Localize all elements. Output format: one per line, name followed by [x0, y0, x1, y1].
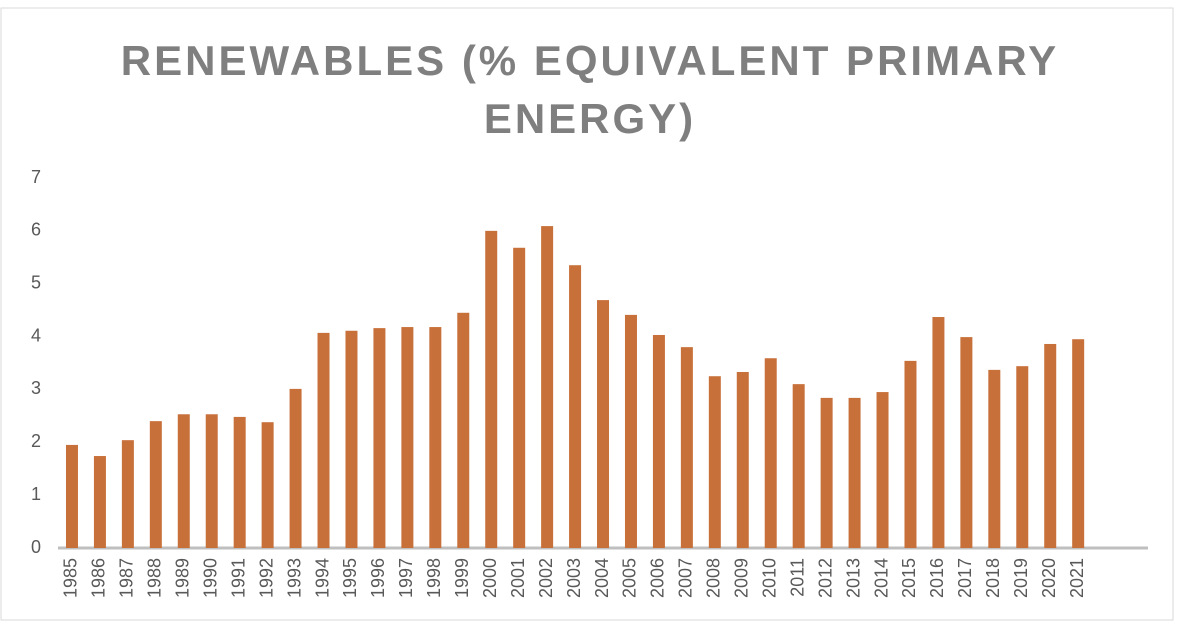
- bar: [1072, 339, 1085, 548]
- bar: [261, 422, 274, 548]
- x-tick-label: 2019: [1011, 558, 1031, 598]
- bar: [764, 358, 777, 548]
- bar: [401, 327, 414, 548]
- x-tick-label: 2021: [1067, 558, 1087, 598]
- bar: [317, 332, 330, 548]
- bar: [65, 444, 78, 548]
- chart-border: [0, 7, 1174, 621]
- x-tick-label: 1997: [396, 558, 416, 598]
- bar: [876, 392, 889, 548]
- x-tick-label: 2010: [759, 558, 779, 598]
- bar: [429, 327, 442, 548]
- x-tick-label: 1992: [256, 558, 276, 598]
- bar: [1044, 343, 1057, 548]
- bar: [121, 440, 134, 548]
- bar: [345, 330, 358, 548]
- bar: [792, 384, 805, 548]
- y-tick-label: 2: [31, 431, 41, 451]
- y-tick-label: 7: [31, 167, 41, 187]
- bar: [708, 376, 721, 548]
- y-tick-label: 5: [31, 272, 41, 292]
- y-tick-label: 4: [31, 325, 41, 345]
- bar: [149, 421, 162, 548]
- x-tick-label: 2003: [564, 558, 584, 598]
- bar: [485, 230, 498, 548]
- bar: [960, 337, 973, 548]
- chart-title: RENEWABLES (% EQUIVALENT PRIMARY ENERGY): [120, 37, 1060, 142]
- bar: [457, 312, 470, 548]
- x-tick-label: 2007: [676, 558, 696, 598]
- y-tick-label: 3: [31, 378, 41, 398]
- bar: [373, 328, 386, 548]
- x-tick-label: 1985: [61, 558, 81, 598]
- x-tick-label: 1990: [200, 558, 220, 598]
- x-tick-label: 2005: [620, 558, 640, 598]
- bar: [1016, 366, 1029, 548]
- x-tick-label: 2018: [983, 558, 1003, 598]
- bar: [205, 414, 218, 548]
- x-tick-label: 2001: [508, 558, 528, 598]
- x-tick-label: 2011: [787, 558, 807, 597]
- x-tick-label: 1998: [424, 558, 444, 598]
- x-tick-label: 1993: [284, 558, 304, 598]
- x-tick-label: 1987: [117, 558, 137, 598]
- x-tick-label: 1991: [228, 558, 248, 598]
- bar: [848, 397, 861, 548]
- x-tick-label: 1999: [452, 558, 472, 598]
- bar: [289, 388, 302, 548]
- y-tick-label: 6: [31, 220, 41, 240]
- bar: [624, 314, 637, 548]
- x-tick-label: 2016: [927, 558, 947, 598]
- x-tick-label: 1994: [312, 558, 332, 598]
- x-tick-label: 2006: [648, 558, 668, 598]
- bar: [541, 226, 554, 548]
- x-tick-label: 1989: [173, 558, 193, 598]
- x-tick-label: 2020: [1039, 558, 1059, 598]
- bar: [820, 397, 833, 548]
- bar: [597, 300, 610, 548]
- bar: [513, 247, 526, 548]
- x-tick-label: 2012: [815, 558, 835, 598]
- bar: [93, 456, 106, 548]
- x-tick-label: 1986: [89, 558, 109, 598]
- bar: [904, 360, 917, 548]
- bar: [988, 369, 1001, 548]
- bar: [652, 334, 665, 548]
- y-tick-label: 0: [31, 537, 41, 557]
- x-tick-label: 2013: [843, 558, 863, 598]
- bar: [932, 317, 945, 548]
- x-tick-label: 2000: [480, 558, 500, 598]
- x-tick-label: 2017: [955, 558, 975, 598]
- bar: [177, 414, 190, 548]
- y-tick-label: 1: [31, 484, 41, 504]
- bar: [233, 416, 246, 548]
- x-tick-label: 1988: [145, 558, 165, 598]
- x-tick-label: 2008: [704, 558, 724, 598]
- x-tick-label: 2004: [592, 558, 612, 598]
- x-tick-label: 2009: [732, 558, 752, 598]
- bar: [569, 265, 582, 548]
- x-tick-label: 2014: [871, 558, 891, 598]
- x-tick-label: 2015: [899, 558, 919, 598]
- bar: [736, 371, 749, 548]
- bar: [680, 347, 693, 548]
- x-tick-label: 1996: [368, 558, 388, 598]
- x-tick-label: 1995: [340, 558, 360, 598]
- x-tick-label: 2002: [536, 558, 556, 598]
